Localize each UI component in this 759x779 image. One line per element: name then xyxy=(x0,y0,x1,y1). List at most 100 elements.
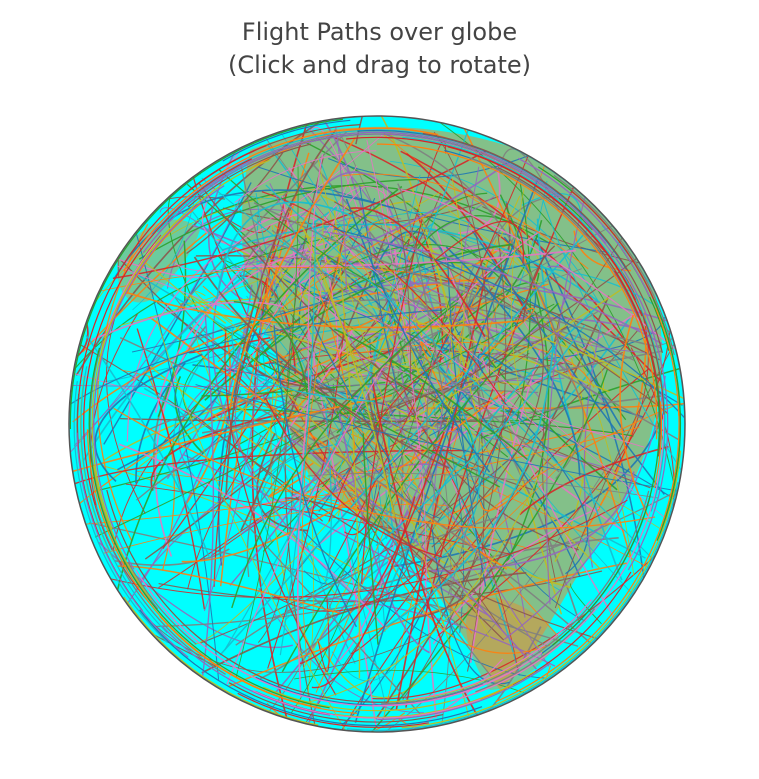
flight-route xyxy=(471,230,665,495)
flight-route xyxy=(265,138,402,293)
flight-route xyxy=(134,568,543,707)
flight-route xyxy=(154,235,354,413)
flight-route xyxy=(152,325,207,481)
flight-route xyxy=(244,186,365,370)
flight-route xyxy=(105,243,156,332)
globe-outline xyxy=(68,115,686,733)
flight-route xyxy=(302,340,482,669)
flight-route xyxy=(375,116,481,428)
flight-route xyxy=(519,445,669,516)
flight-route xyxy=(374,432,592,640)
flight-route xyxy=(402,136,666,435)
flight-route xyxy=(237,692,429,728)
flight-route xyxy=(500,399,589,575)
flight-route xyxy=(447,146,643,317)
flight-route xyxy=(301,211,353,655)
flight-route xyxy=(350,207,486,338)
flight-route xyxy=(262,389,436,480)
flight-route xyxy=(88,522,579,647)
flight-route xyxy=(271,229,560,473)
flight-route xyxy=(244,390,464,434)
flight-route xyxy=(94,303,555,538)
flight-route xyxy=(141,259,365,483)
flight-route xyxy=(435,226,618,623)
flight-route xyxy=(377,662,551,721)
flight-route xyxy=(253,202,662,349)
flight-route xyxy=(76,432,189,658)
flight-route xyxy=(187,408,605,642)
flight-route xyxy=(522,245,556,323)
flight-route xyxy=(298,658,504,732)
flight-route xyxy=(434,221,524,264)
flight-route xyxy=(583,323,602,568)
flight-route xyxy=(198,183,418,398)
flight-route xyxy=(447,209,605,392)
flight-route xyxy=(376,143,658,440)
flight-route xyxy=(158,506,276,589)
flight-route xyxy=(342,173,589,270)
flight-route xyxy=(333,210,361,679)
flight-route xyxy=(503,375,666,640)
flight-route xyxy=(547,353,584,479)
flight-route xyxy=(131,246,491,353)
flight-route xyxy=(161,625,331,716)
flight-route xyxy=(126,210,307,442)
flight-route xyxy=(332,383,403,426)
flight-route xyxy=(194,429,410,645)
flight-route xyxy=(267,514,472,612)
flight-route xyxy=(257,166,609,254)
flight-route xyxy=(307,154,324,392)
flight-route xyxy=(255,676,484,706)
flight-route xyxy=(639,309,665,415)
flight-route xyxy=(400,150,628,344)
flight-route xyxy=(447,405,675,551)
flight-route xyxy=(341,163,507,253)
flight-route xyxy=(385,344,554,628)
flight-route xyxy=(438,307,535,392)
flight-route xyxy=(357,129,628,271)
flight-route xyxy=(113,407,656,530)
flight-route xyxy=(426,353,439,508)
flight-route xyxy=(219,152,310,587)
flight-route xyxy=(544,267,626,433)
flight-route xyxy=(402,235,507,700)
flight-route xyxy=(246,295,561,591)
flight-route xyxy=(296,455,549,706)
flight-route xyxy=(335,670,536,718)
flight-route xyxy=(420,341,448,402)
flight-route xyxy=(297,376,313,698)
flight-route xyxy=(73,381,168,644)
flight-route xyxy=(362,433,379,645)
flight-route xyxy=(335,126,347,292)
flight-route xyxy=(397,183,445,397)
flight-route xyxy=(366,139,427,581)
flight-route xyxy=(213,204,293,587)
flight-route xyxy=(317,156,492,640)
flight-route xyxy=(479,491,520,512)
flight-route xyxy=(154,234,271,557)
flight-route xyxy=(553,174,675,356)
globe-content xyxy=(69,116,685,732)
flight-route xyxy=(547,265,572,309)
flight-route xyxy=(375,324,586,547)
flight-route xyxy=(269,183,550,667)
flight-route xyxy=(426,316,474,438)
flight-route xyxy=(334,201,669,415)
flight-route xyxy=(570,583,602,625)
flight-route xyxy=(383,132,569,373)
flight-route xyxy=(263,211,472,334)
chart-title: Flight Paths over globe (Click and drag … xyxy=(0,16,759,82)
flight-route xyxy=(306,242,473,728)
flight-route xyxy=(449,484,498,516)
flight-route xyxy=(652,298,681,527)
flight-route xyxy=(347,482,679,731)
flight-route xyxy=(191,323,338,597)
flight-route xyxy=(193,256,450,469)
flight-route xyxy=(69,368,202,420)
flight-route xyxy=(217,494,422,716)
flight-route xyxy=(219,224,592,656)
flight-route xyxy=(271,224,315,697)
flight-route xyxy=(201,138,251,234)
flight-route xyxy=(261,191,507,405)
